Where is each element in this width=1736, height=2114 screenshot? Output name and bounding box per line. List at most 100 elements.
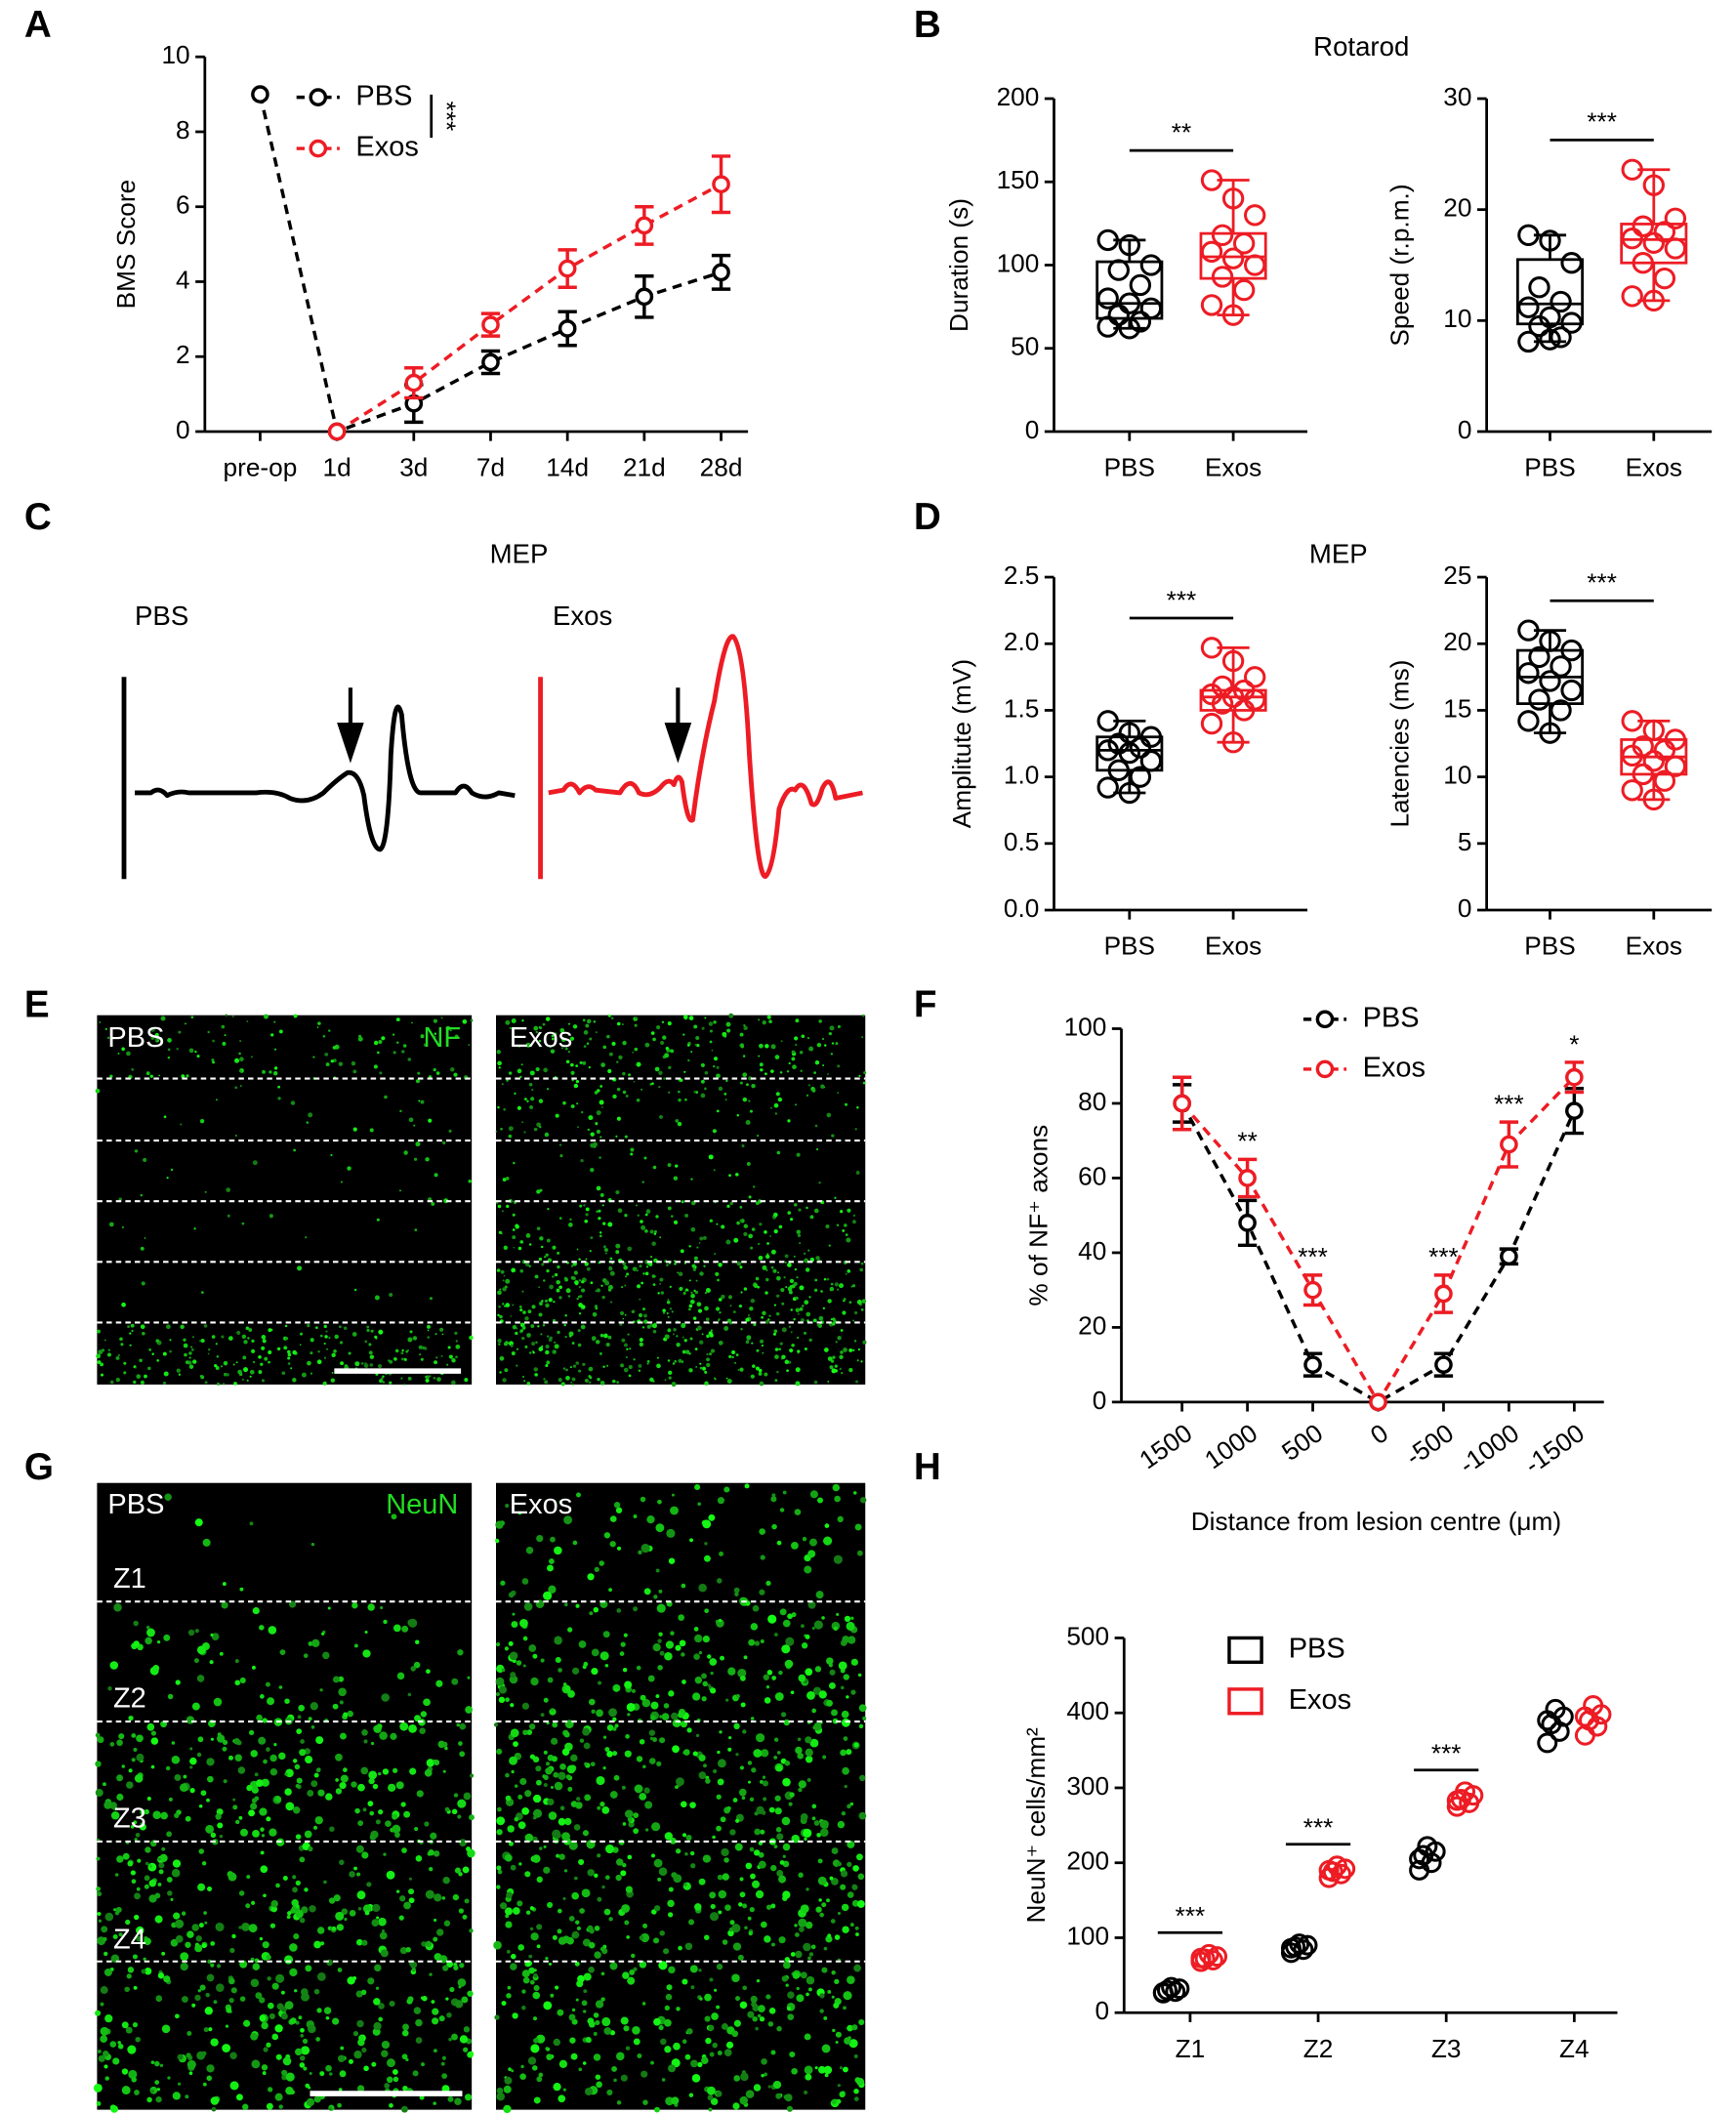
texture-dot <box>764 1230 767 1234</box>
texture-dot <box>511 1769 515 1774</box>
texture-dot <box>599 1156 601 1159</box>
texture-dot <box>751 1342 754 1345</box>
texture-dot <box>808 1952 814 1957</box>
texture-dot <box>795 1367 801 1373</box>
texture-dot <box>553 2038 560 2047</box>
texture-dot <box>456 1722 461 1727</box>
texture-dot <box>520 2064 524 2069</box>
texture-dot <box>784 1760 791 1766</box>
texture-dot <box>266 2042 271 2048</box>
texture-dot <box>659 1737 666 1744</box>
texture-dot <box>659 1277 664 1282</box>
texture-dot <box>664 2046 672 2053</box>
texture-dot <box>638 1363 642 1368</box>
texture-dot <box>745 1119 751 1125</box>
texture-dot <box>858 2018 865 2026</box>
texture-dot <box>701 2056 709 2064</box>
texture-dot <box>442 1769 446 1773</box>
texture-dot <box>100 2035 108 2044</box>
texture-dot <box>847 1208 851 1213</box>
texture-dot <box>103 1951 108 1957</box>
texture-dot <box>664 1053 670 1058</box>
texture-dot <box>822 1755 827 1760</box>
texture-dot <box>282 1875 288 1881</box>
texture-dot <box>394 1348 399 1353</box>
texture-dot <box>599 1099 604 1105</box>
texture-dot <box>809 1215 814 1220</box>
y-tick-label: 400 <box>1066 1696 1109 1725</box>
texture-dot <box>239 1587 244 1592</box>
texture-dot <box>161 2024 171 2034</box>
texture-dot <box>818 1315 824 1321</box>
texture-dot <box>454 1331 458 1336</box>
texture-dot <box>806 1036 810 1040</box>
significance: ** <box>1172 118 1191 147</box>
texture-dot <box>276 1347 281 1351</box>
texture-dot <box>525 1042 531 1048</box>
point <box>1664 755 1687 777</box>
texture-dot <box>576 1926 581 1931</box>
texture-dot <box>751 1767 757 1773</box>
texture-dot <box>251 1348 256 1353</box>
texture-dot <box>666 1300 671 1305</box>
texture-dot <box>169 1349 173 1353</box>
texture-dot <box>530 1097 535 1101</box>
texture-dot <box>442 1876 450 1885</box>
texture-dot <box>767 1614 777 1624</box>
texture-dot <box>630 1152 634 1156</box>
texture-dot <box>512 1324 517 1330</box>
texture-dot <box>765 1291 768 1295</box>
texture-dot <box>756 1348 760 1352</box>
texture-dot <box>785 1286 788 1289</box>
texture-dot <box>616 1546 622 1551</box>
texture-dot <box>558 1143 562 1146</box>
y-tick-label: 50 <box>1011 332 1039 361</box>
texture-dot <box>322 1381 327 1386</box>
texture-dot <box>650 2060 654 2065</box>
texture-dot <box>150 1737 159 1745</box>
texture-dot <box>126 1781 134 1789</box>
texture-dot <box>206 1973 215 1982</box>
texture-dot <box>667 1359 671 1362</box>
texture-dot <box>843 2006 847 2010</box>
texture-dot <box>556 1288 560 1293</box>
texture-dot <box>705 2037 712 2045</box>
texture-dot <box>846 1621 855 1632</box>
texture-dot <box>408 1618 418 1628</box>
texture-dot <box>795 1018 800 1023</box>
texture-dot <box>163 1634 171 1641</box>
texture-dot <box>823 1946 828 1951</box>
texture-dot <box>655 1523 665 1533</box>
texture-dot <box>407 1337 413 1343</box>
y-tick-label: 10 <box>161 40 189 69</box>
texture-dot <box>311 1638 320 1647</box>
texture-dot <box>656 1356 659 1359</box>
texture-dot <box>800 1813 808 1821</box>
y-tick-label: 20 <box>1443 193 1471 223</box>
texture-dot <box>107 1036 110 1040</box>
texture-dot <box>239 1057 244 1062</box>
texture-dot <box>542 1774 547 1779</box>
texture-dot <box>319 2071 325 2077</box>
texture-dot <box>837 1820 846 1829</box>
texture-dot <box>529 1070 535 1076</box>
texture-dot <box>496 1865 502 1871</box>
texture-dot <box>752 1604 760 1612</box>
texture-dot <box>664 1334 670 1340</box>
neun-image-exos <box>496 1482 866 2110</box>
texture-dot <box>469 1928 474 1933</box>
texture-dot <box>692 1751 698 1757</box>
texture-dot <box>727 1735 732 1740</box>
texture-dot <box>333 1349 337 1353</box>
texture-dot <box>789 2051 796 2058</box>
texture-dot <box>560 1382 565 1387</box>
texture-dot <box>238 1052 241 1056</box>
texture-dot <box>567 1051 570 1054</box>
texture-dot <box>723 1092 727 1096</box>
texture-dot <box>613 1774 620 1781</box>
texture-dot <box>527 1309 532 1314</box>
texture-dot <box>381 1693 390 1702</box>
x-tick-label: PBS <box>1104 932 1155 961</box>
texture-dot <box>543 1378 546 1381</box>
texture-dot <box>816 1497 824 1504</box>
